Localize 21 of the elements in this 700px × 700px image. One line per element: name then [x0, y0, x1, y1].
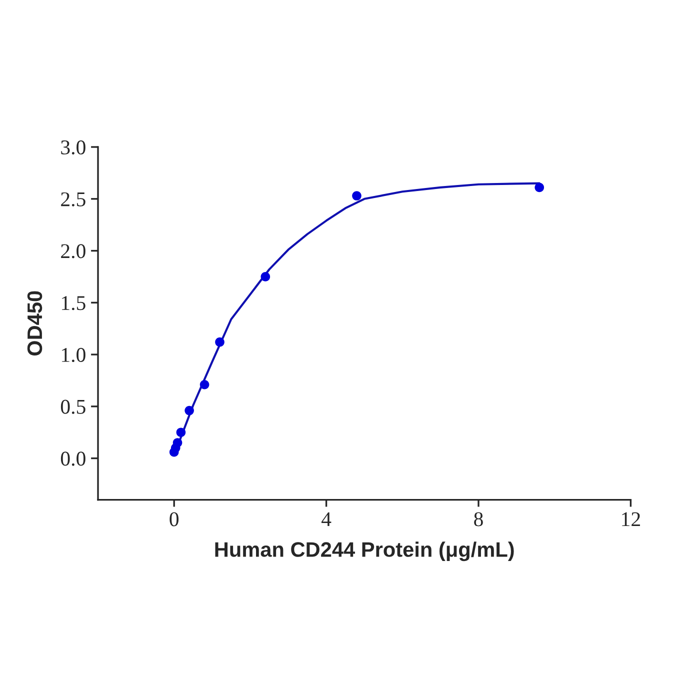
y-tick-label: 2.5 [61, 192, 86, 206]
x-tick-label: 0 [170, 512, 179, 526]
point [352, 191, 362, 200]
y-tick-label: 0.0 [60, 452, 86, 466]
point [534, 182, 544, 192]
y-tick-label: 2.0 [61, 244, 86, 258]
x-tick-label: 4 [322, 512, 332, 526]
y-tick-label: 1.5 [62, 296, 86, 310]
y-tick-label: 3.0 [61, 140, 86, 155]
x-axis-title: Human CD244 Protein (μg/mL) [215, 542, 514, 562]
point [200, 380, 210, 390]
point [260, 272, 270, 282]
y-tick-label: 0.5 [60, 400, 86, 414]
point [176, 428, 186, 438]
x-tick-label: 8 [474, 512, 483, 526]
point [215, 337, 224, 347]
point [172, 438, 182, 448]
y-axis-title: OD450 [27, 291, 42, 356]
point [184, 406, 194, 416]
x-tick-label: 12 [622, 512, 640, 526]
y-tick-label: 1.0 [62, 348, 86, 362]
